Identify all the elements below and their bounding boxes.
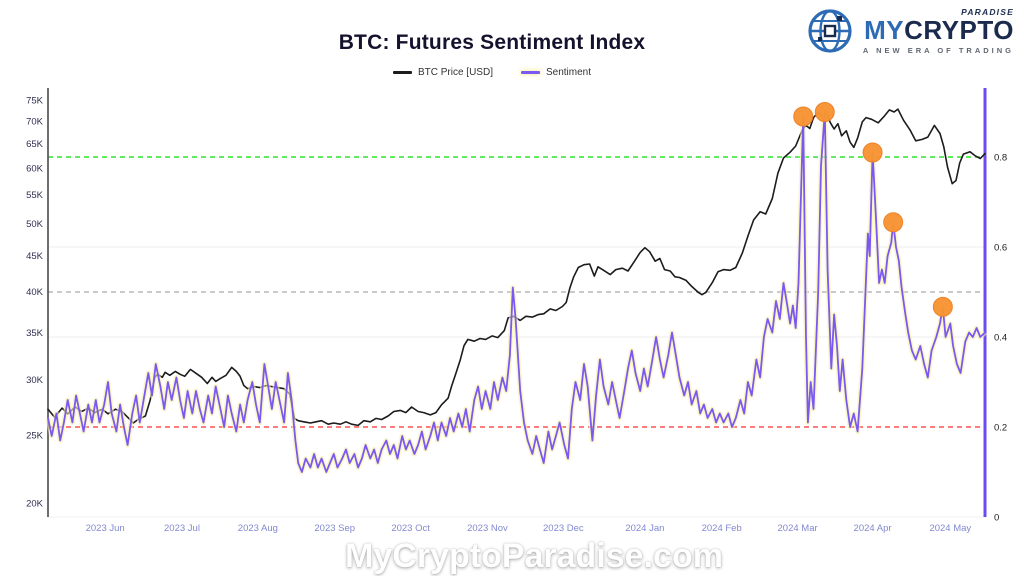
signal-marker (883, 212, 904, 233)
y-axis-left-tick-label: 55K (26, 190, 44, 201)
legend-label-price: BTC Price [USD] (417, 67, 493, 78)
y-axis-left-tick-label: 70K (26, 117, 44, 128)
x-axis-tick-label: 2023 Jun (86, 523, 125, 534)
chart-legend: BTC Price [USD] Sentiment (0, 67, 984, 78)
x-axis-tick-label: 2023 Jul (164, 523, 200, 534)
x-axis-tick-label: 2023 Aug (238, 523, 278, 534)
y-axis-right-tick-label: 0 (994, 513, 999, 524)
y-axis-right-tick-label: 0.4 (994, 333, 1007, 344)
x-axis-tick-label: 2023 Dec (543, 523, 584, 534)
brand-logo: PARADISE MYCRYPTO A NEW ERA OF TRADING (806, 7, 1014, 55)
y-axis-left-tick-label: 20K (26, 499, 44, 510)
y-axis-left-tick-label: 35K (26, 328, 44, 339)
legend-item-sentiment: Sentiment (520, 67, 592, 78)
y-axis-right-tick-label: 0.8 (994, 153, 1007, 164)
sentiment-line-swatch (520, 71, 540, 74)
brand-my: MY (864, 15, 905, 46)
brand-tagline: A NEW ERA OF TRADING (862, 45, 1014, 55)
legend-item-price: BTC Price [USD] (392, 67, 493, 78)
x-axis-tick-label: 2023 Oct (391, 523, 430, 534)
y-axis-right-tick-label: 0.2 (994, 423, 1007, 434)
x-axis-tick-label: 2024 Feb (702, 523, 742, 534)
y-axis-left-tick-label: 65K (26, 139, 44, 150)
x-axis-tick-label: 2024 May (929, 523, 971, 534)
chart-title: BTC: Futures Sentiment Index (338, 31, 646, 54)
brand-crypto: CRYPTO (904, 15, 1014, 46)
watermark: MyCryptoParadise.com (345, 537, 723, 575)
brand-name: MYCRYPTO (864, 15, 1014, 46)
y-axis-left-tick-label: 45K (26, 251, 44, 262)
x-axis-tick-label: 2023 Nov (467, 523, 508, 534)
y-axis-left-tick-label: 75K (26, 96, 44, 107)
y-axis-right-tick-label: 0.6 (994, 243, 1007, 254)
x-axis-tick-label: 2023 Sep (314, 523, 355, 534)
y-axis-left-tick-label: 30K (26, 375, 44, 386)
sentiment-line (47, 111, 986, 473)
legend-label-sentiment: Sentiment (545, 67, 592, 78)
signal-marker (814, 102, 835, 122)
brand-text: PARADISE MYCRYPTO A NEW ERA OF TRADING (863, 7, 1014, 55)
signal-marker (932, 296, 953, 317)
x-axis-tick-label: 2024 Jan (625, 523, 664, 534)
x-axis-tick-label: 2024 Mar (778, 523, 818, 534)
x-axis-tick-label: 2024 Apr (854, 523, 892, 534)
signal-marker (862, 142, 883, 163)
globe-circuit-icon (808, 9, 852, 53)
price-line-swatch (392, 71, 412, 74)
y-axis-left-tick-label: 25K (26, 430, 44, 441)
y-axis-left-tick-label: 50K (26, 219, 44, 230)
price-line (47, 108, 986, 427)
brand-paradise: PARADISE (961, 7, 1014, 18)
y-axis-left-tick-label: 60K (26, 164, 44, 175)
y-axis-left-tick-label: 40K (26, 287, 44, 298)
signal-marker (793, 106, 814, 127)
